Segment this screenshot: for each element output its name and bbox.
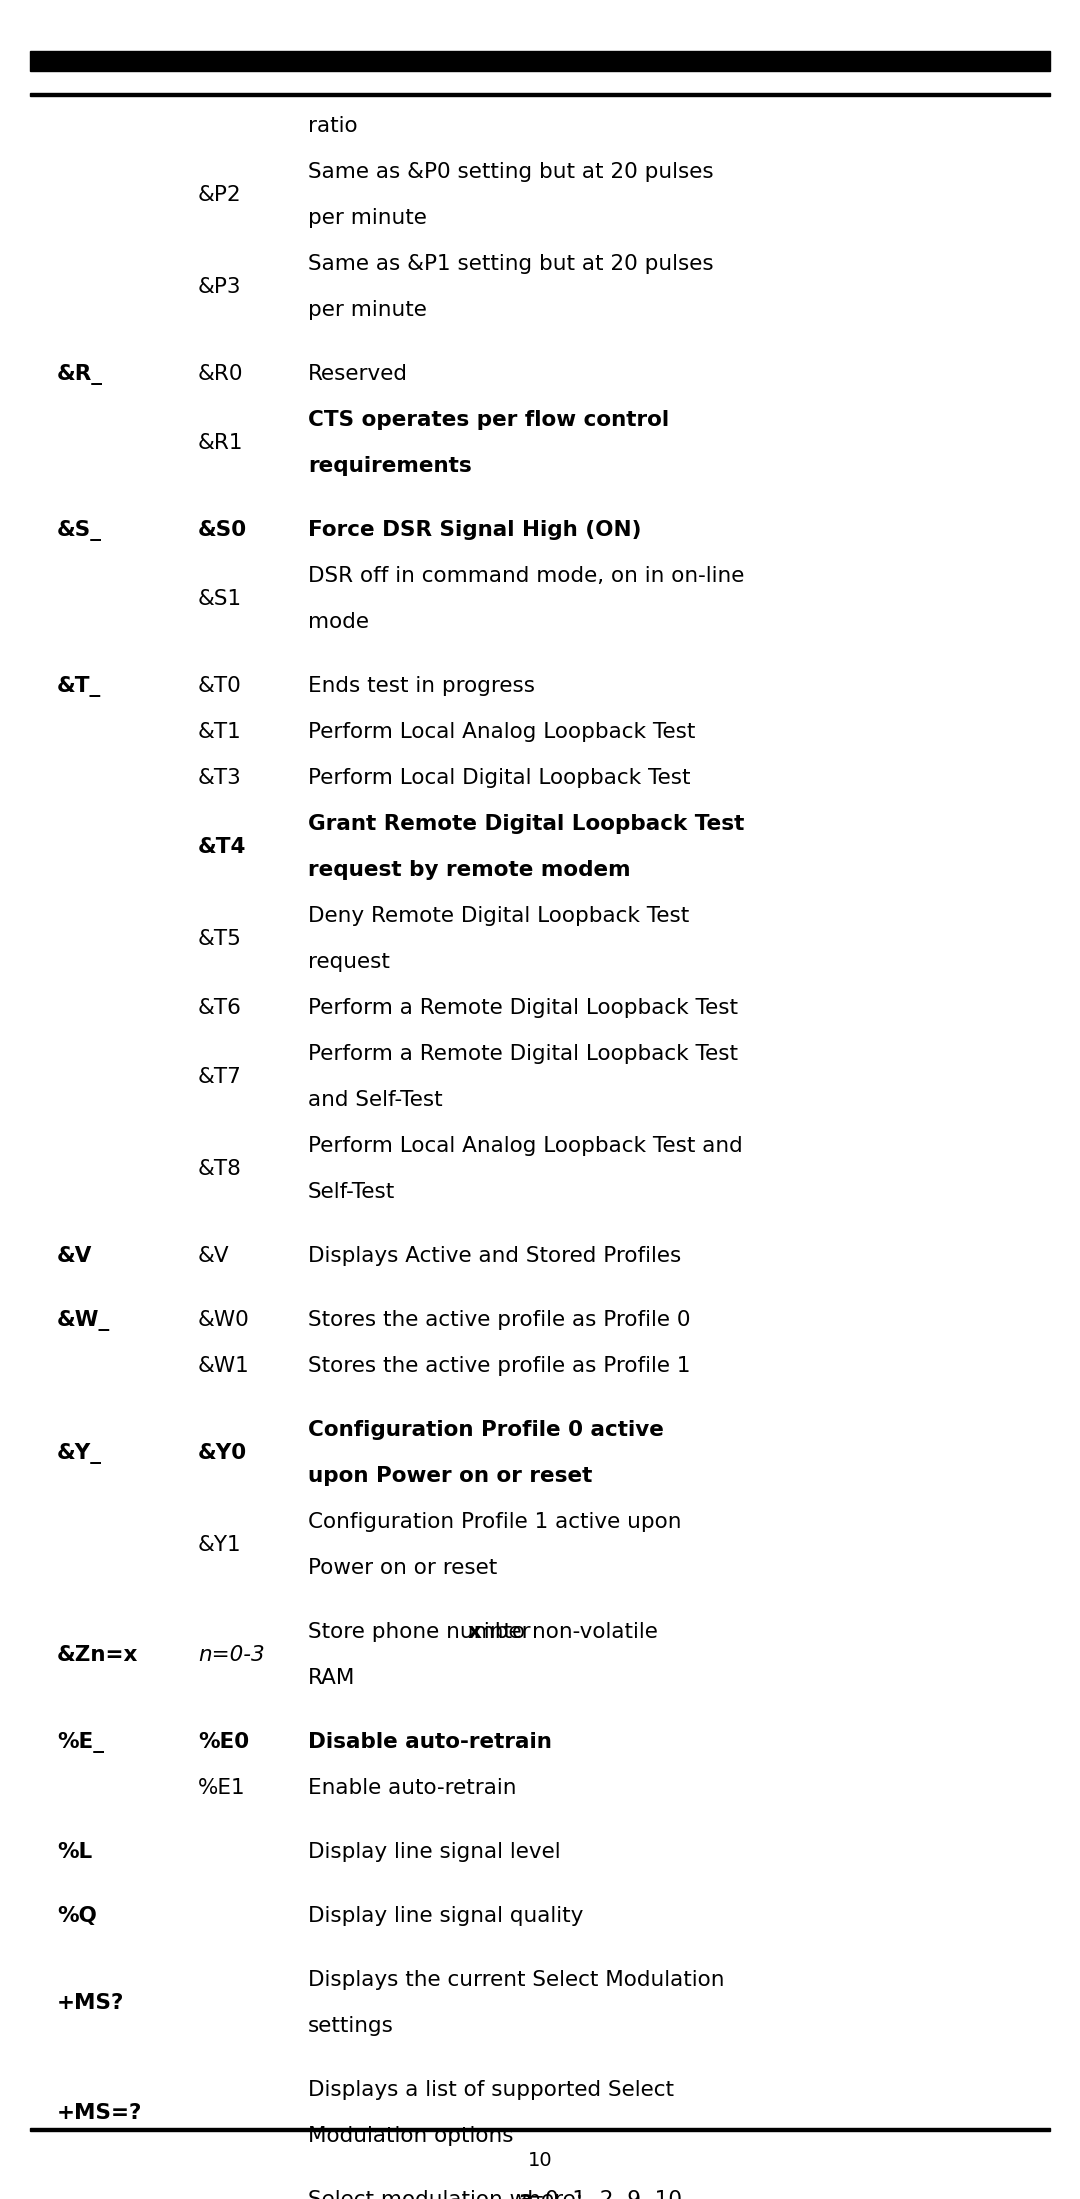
Text: &T0: &T0 — [198, 675, 242, 697]
Text: request: request — [308, 952, 390, 972]
Text: Ends test in progress: Ends test in progress — [308, 675, 535, 697]
Text: Perform Local Analog Loopback Test: Perform Local Analog Loopback Test — [308, 721, 696, 741]
Text: &T_: &T_ — [57, 675, 102, 697]
Text: &T1: &T1 — [198, 721, 242, 741]
Text: &T7: &T7 — [198, 1067, 242, 1086]
Text: 10: 10 — [528, 2151, 552, 2170]
Text: &R0: &R0 — [198, 365, 243, 385]
Text: &W1: &W1 — [198, 1357, 249, 1377]
Text: &W0: &W0 — [198, 1311, 249, 1330]
Text: +MS?: +MS? — [57, 1992, 124, 2012]
Text: %E0: %E0 — [198, 1733, 249, 1753]
Text: &S0: &S0 — [198, 519, 247, 541]
Text: &Y1: &Y1 — [198, 1535, 242, 1555]
Text: &Zn=x: &Zn=x — [57, 1645, 138, 1665]
Text: Enable auto-retrain: Enable auto-retrain — [308, 1779, 516, 1799]
Text: &R1: &R1 — [198, 433, 243, 453]
Text: %E1: %E1 — [198, 1779, 245, 1799]
Text: &P3: &P3 — [198, 277, 242, 297]
Text: DSR off in command mode, on in on-line: DSR off in command mode, on in on-line — [308, 565, 744, 585]
Bar — [30, 2129, 1050, 2131]
Text: per minute: per minute — [308, 209, 427, 229]
Text: Perform Local Analog Loopback Test and: Perform Local Analog Loopback Test and — [308, 1137, 743, 1157]
Bar — [30, 92, 1050, 97]
Text: &S1: &S1 — [198, 589, 242, 609]
Text: &P2: &P2 — [198, 185, 242, 205]
Text: request by remote modem: request by remote modem — [308, 860, 631, 880]
Text: Stores the active profile as Profile 1: Stores the active profile as Profile 1 — [308, 1357, 690, 1377]
Text: &S_: &S_ — [57, 519, 102, 541]
Text: and Self-Test: and Self-Test — [308, 1091, 443, 1110]
Text: n=0-3: n=0-3 — [198, 1645, 265, 1665]
Text: %L: %L — [57, 1843, 92, 1863]
Text: &V: &V — [57, 1247, 93, 1267]
Text: %E_: %E_ — [57, 1733, 104, 1753]
Text: Reserved: Reserved — [308, 365, 408, 385]
Text: Force DSR Signal High (ON): Force DSR Signal High (ON) — [308, 519, 642, 541]
Text: per minute: per minute — [308, 299, 427, 321]
Text: Power on or reset: Power on or reset — [308, 1559, 497, 1579]
Text: mode: mode — [308, 611, 369, 631]
Text: =0, 1, 2, 9, 10,: =0, 1, 2, 9, 10, — [527, 2190, 689, 2199]
Text: requirements: requirements — [308, 455, 472, 475]
Text: &R_: &R_ — [57, 365, 103, 385]
Text: &Y0: &Y0 — [198, 1443, 247, 1462]
Text: Store phone number: Store phone number — [308, 1623, 538, 1643]
Bar — [30, 51, 1050, 70]
Text: %Q: %Q — [57, 1907, 97, 1926]
Text: a: a — [518, 2190, 532, 2199]
Text: Disable auto-retrain: Disable auto-retrain — [308, 1733, 552, 1753]
Text: Display line signal level: Display line signal level — [308, 1843, 561, 1863]
Text: Select modulation where:: Select modulation where: — [308, 2190, 590, 2199]
Text: into non-volatile: into non-volatile — [476, 1623, 658, 1643]
Text: upon Power on or reset: upon Power on or reset — [308, 1467, 592, 1487]
Text: Grant Remote Digital Loopback Test: Grant Remote Digital Loopback Test — [308, 814, 744, 833]
Text: Deny Remote Digital Loopback Test: Deny Remote Digital Loopback Test — [308, 906, 689, 926]
Text: &T6: &T6 — [198, 998, 242, 1018]
Text: RAM: RAM — [308, 1669, 355, 1689]
Text: &V: &V — [198, 1247, 230, 1267]
Text: &T4: &T4 — [198, 838, 246, 858]
Text: x: x — [468, 1623, 482, 1643]
Text: CTS operates per flow control: CTS operates per flow control — [308, 409, 670, 431]
Text: Modulation options: Modulation options — [308, 2126, 513, 2146]
Text: &W_: &W_ — [57, 1311, 110, 1330]
Text: Self-Test: Self-Test — [308, 1183, 395, 1203]
Text: Perform Local Digital Loopback Test: Perform Local Digital Loopback Test — [308, 767, 690, 787]
Text: Displays the current Select Modulation: Displays the current Select Modulation — [308, 1970, 725, 1990]
Text: &T8: &T8 — [198, 1159, 242, 1179]
Text: &T5: &T5 — [198, 928, 242, 950]
Text: settings: settings — [308, 2016, 394, 2036]
Text: Stores the active profile as Profile 0: Stores the active profile as Profile 0 — [308, 1311, 690, 1330]
Text: Displays Active and Stored Profiles: Displays Active and Stored Profiles — [308, 1247, 681, 1267]
Text: Configuration Profile 0 active: Configuration Profile 0 active — [308, 1421, 664, 1440]
Text: &Y_: &Y_ — [57, 1443, 102, 1465]
Text: Display line signal quality: Display line signal quality — [308, 1907, 583, 1926]
Text: &T3: &T3 — [198, 767, 242, 787]
Text: +MS=?: +MS=? — [57, 2102, 143, 2122]
Text: ratio: ratio — [308, 117, 357, 136]
Text: Configuration Profile 1 active upon: Configuration Profile 1 active upon — [308, 1513, 681, 1533]
Text: Displays a list of supported Select: Displays a list of supported Select — [308, 2080, 674, 2100]
Text: Same as &P1 setting but at 20 pulses: Same as &P1 setting but at 20 pulses — [308, 255, 714, 275]
Text: Perform a Remote Digital Loopback Test: Perform a Remote Digital Loopback Test — [308, 1045, 738, 1064]
Text: Perform a Remote Digital Loopback Test: Perform a Remote Digital Loopback Test — [308, 998, 738, 1018]
Text: Same as &P0 setting but at 20 pulses: Same as &P0 setting but at 20 pulses — [308, 163, 714, 183]
